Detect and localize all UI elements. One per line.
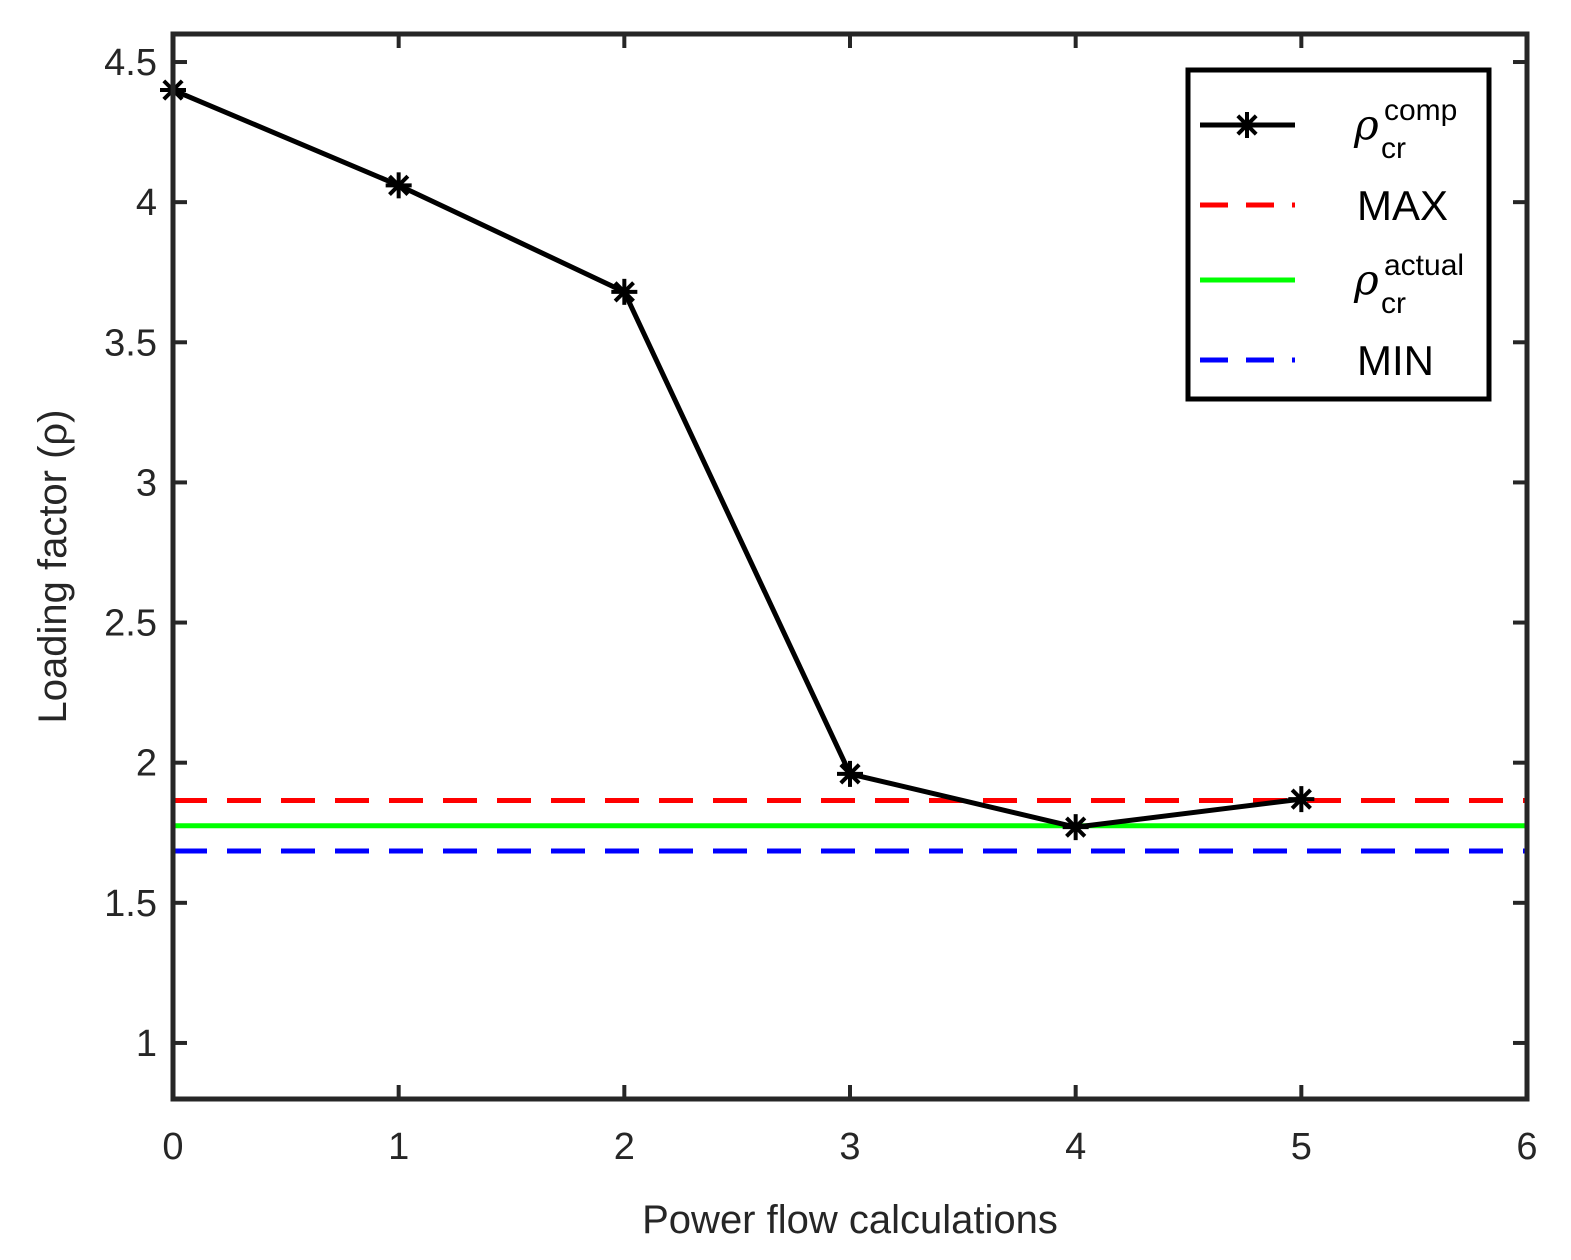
- legend-entry: MAX: [1200, 182, 1448, 229]
- x-tick-label: 0: [162, 1126, 183, 1168]
- x-tick-label: 5: [1291, 1126, 1312, 1168]
- y-tick-label: 4: [136, 182, 157, 224]
- reference-lines: [173, 798, 1527, 854]
- legend-label: MIN: [1357, 337, 1434, 384]
- y-tick-label: 2: [136, 743, 157, 785]
- legend-entry: ρ comp cr: [1200, 94, 1457, 165]
- legend-superscript: actual: [1384, 249, 1464, 282]
- series-line: [172, 87, 1302, 830]
- y-tick-label: 2.5: [104, 603, 157, 645]
- legend-subscript: cr: [1381, 132, 1406, 165]
- legend-entry: ρ actual cr: [1200, 249, 1464, 320]
- y-tick-label: 1: [136, 1023, 157, 1065]
- legend-marker: [1234, 112, 1260, 138]
- legend-symbol: ρ: [1353, 255, 1379, 304]
- x-axis: 0 1 2 3 4 5 6: [162, 34, 1538, 1168]
- data-point: [1288, 786, 1315, 813]
- data-point: [611, 278, 638, 305]
- x-tick-label: 1: [388, 1126, 409, 1168]
- data-point: [385, 172, 412, 199]
- y-axis-label: Loading factor (ρ): [31, 409, 75, 723]
- data-point: [1062, 814, 1089, 841]
- y-tick-label: 1.5: [104, 883, 157, 925]
- x-tick-label: 6: [1516, 1126, 1537, 1168]
- data-point: [837, 760, 863, 787]
- x-tick-label: 3: [839, 1126, 860, 1168]
- y-tick-label: 4.5: [104, 42, 157, 84]
- legend-label: MAX: [1357, 182, 1448, 229]
- x-axis-label: Power flow calculations: [642, 1198, 1058, 1242]
- legend-entry: MIN: [1200, 337, 1434, 384]
- series-rho-comp: [160, 77, 1315, 841]
- legend-superscript: comp: [1384, 94, 1457, 127]
- legend-symbol: ρ: [1353, 100, 1379, 149]
- x-tick-label: 4: [1065, 1126, 1086, 1168]
- legend-subscript: cr: [1381, 287, 1406, 320]
- x-tick-label: 2: [614, 1126, 635, 1168]
- y-tick-label: 3: [136, 462, 157, 504]
- y-axis: 1 1.5 2 2.5 3 3.5 4 4.5: [104, 42, 1527, 1065]
- y-tick-label: 3.5: [104, 322, 157, 364]
